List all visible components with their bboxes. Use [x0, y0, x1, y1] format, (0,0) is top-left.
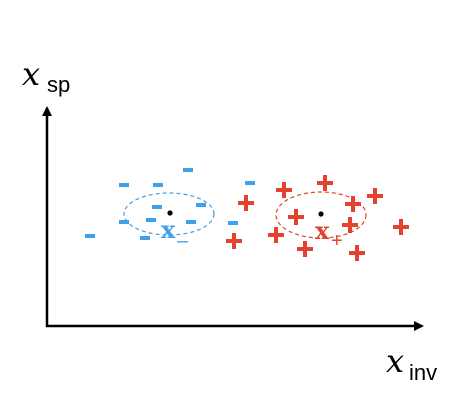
negative-mark	[153, 183, 163, 187]
positive-center-label-main: x	[315, 216, 330, 245]
x-axis-label: 𝑥 inv	[386, 342, 437, 385]
negative-mark	[183, 168, 193, 172]
positive-mark	[342, 217, 358, 233]
x-axis-label-main: 𝑥	[386, 342, 404, 380]
positive-mark	[288, 209, 304, 225]
x-axis-label-sub: inv	[409, 360, 437, 385]
positive-mark	[297, 241, 313, 257]
negative-center-label-main: x	[161, 215, 176, 244]
negative-mark	[146, 218, 156, 222]
positive-mark	[367, 188, 383, 204]
negative-mark	[119, 183, 129, 187]
positive-mark	[393, 219, 409, 235]
positive-center-label: x +	[315, 216, 343, 252]
positive-center-label-sub: +	[331, 230, 343, 252]
y-axis-label-main: 𝑥	[22, 55, 40, 93]
negative-mark	[228, 221, 238, 225]
positive-mark	[317, 175, 333, 191]
y-axis-label-sub: sp	[47, 72, 70, 97]
negative-mark	[140, 236, 150, 240]
positive-mark	[238, 195, 254, 211]
y-axis-label: 𝑥 sp	[22, 55, 70, 97]
negative-center-label-sub: –	[177, 230, 189, 252]
negative-mark	[245, 181, 255, 185]
negative-mark	[196, 203, 206, 207]
positive-cluster: x +	[226, 175, 409, 261]
negative-center-label: x –	[161, 215, 189, 252]
positive-mark	[349, 245, 365, 261]
negative-center-dot	[167, 210, 173, 216]
negative-cluster-ellipse	[123, 192, 215, 236]
positive-cluster-ellipse	[275, 191, 367, 239]
negative-mark	[152, 205, 162, 209]
positive-mark	[345, 196, 361, 212]
negative-mark	[119, 220, 129, 224]
positive-mark	[268, 227, 284, 243]
positive-mark	[276, 182, 292, 198]
negative-cluster: x –	[85, 168, 255, 252]
positive-center-dot	[318, 211, 324, 217]
positive-mark	[226, 233, 242, 249]
negative-mark	[85, 234, 95, 238]
negative-mark	[186, 220, 196, 224]
